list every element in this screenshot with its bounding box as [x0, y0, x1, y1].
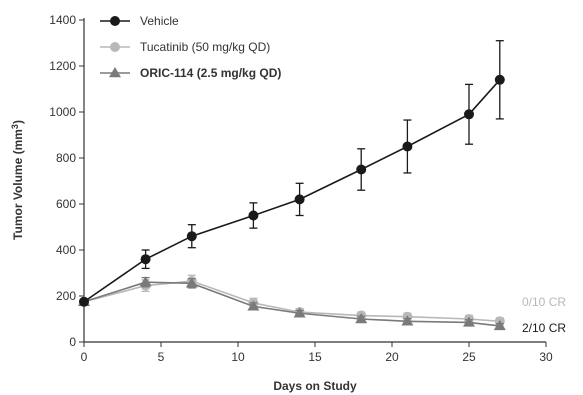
data-point-2-7: [463, 316, 475, 327]
data-point-0-6: [402, 141, 413, 152]
y-tick-label-1000: 1000: [49, 105, 76, 119]
data-point-2-4: [293, 307, 306, 318]
y-axis-title: Tumor Volume (mm3): [10, 120, 25, 240]
legend-marker-0: [110, 16, 120, 26]
x-tick-label-10: 10: [231, 350, 245, 364]
series-0: [79, 40, 505, 307]
x-tick-label-5: 5: [158, 350, 165, 364]
y-tick-label-1400: 1400: [49, 13, 76, 27]
data-point-0-2: [186, 231, 197, 242]
y-axis-title-superscript: 3: [10, 124, 20, 129]
data-point-2-1: [139, 276, 152, 287]
annotation-tucatinib-cr: 0/10 CR: [522, 295, 566, 309]
y-axis-title-main: Tumor Volume (mm: [11, 129, 25, 240]
data-point-2-2: [185, 277, 198, 288]
data-point-0-4: [294, 194, 305, 205]
y-tick-label-200: 200: [56, 289, 76, 303]
x-tick-label-25: 25: [462, 350, 476, 364]
data-point-0-7: [464, 109, 474, 120]
y-tick-label-1200: 1200: [49, 59, 76, 73]
axes: 0 5 10 15 20 25 30 0 200 400 600 800 1000 1200 1400: [49, 13, 553, 364]
legend-marker-1: [110, 42, 120, 52]
data-point-0-1: [140, 254, 151, 265]
data-point-0-5: [356, 164, 367, 175]
y-tick-label-400: 400: [56, 243, 76, 257]
x-tick-label-20: 20: [385, 350, 399, 364]
data-point-2-5: [355, 313, 368, 324]
legend-label-2: ORIC-114 (2.5 mg/kg QD): [140, 66, 281, 80]
x-tick-label-15: 15: [308, 350, 322, 364]
x-axis-title: Days on Study: [273, 379, 357, 393]
data-point-0-0: [79, 296, 89, 307]
y-tick-label-600: 600: [56, 197, 76, 211]
annotation-oric-cr: 2/10 CR: [522, 321, 566, 335]
y-axis-title-close: ): [11, 120, 25, 124]
y-tick-label-800: 800: [56, 151, 76, 165]
legend: Vehicle Tucatinib (50 mg/kg QD) ORIC-114 (…: [100, 14, 281, 80]
x-tick-label-30: 30: [539, 350, 553, 364]
legend-label-1: Tucatinib (50 mg/kg QD): [140, 40, 270, 54]
series-2: [78, 276, 506, 331]
data-point-2-6: [401, 315, 414, 326]
data-point-2-3: [247, 300, 260, 311]
x-tick-label-0: 0: [81, 350, 88, 364]
y-tick-label-0: 0: [69, 335, 76, 349]
legend-marker-2: [109, 67, 121, 78]
data-point-0-3: [248, 210, 259, 221]
data-point-2-8: [493, 319, 506, 331]
chart-marks: [78, 40, 506, 331]
legend-label-0: Vehicle: [140, 14, 179, 28]
data-point-0-8: [494, 74, 505, 85]
